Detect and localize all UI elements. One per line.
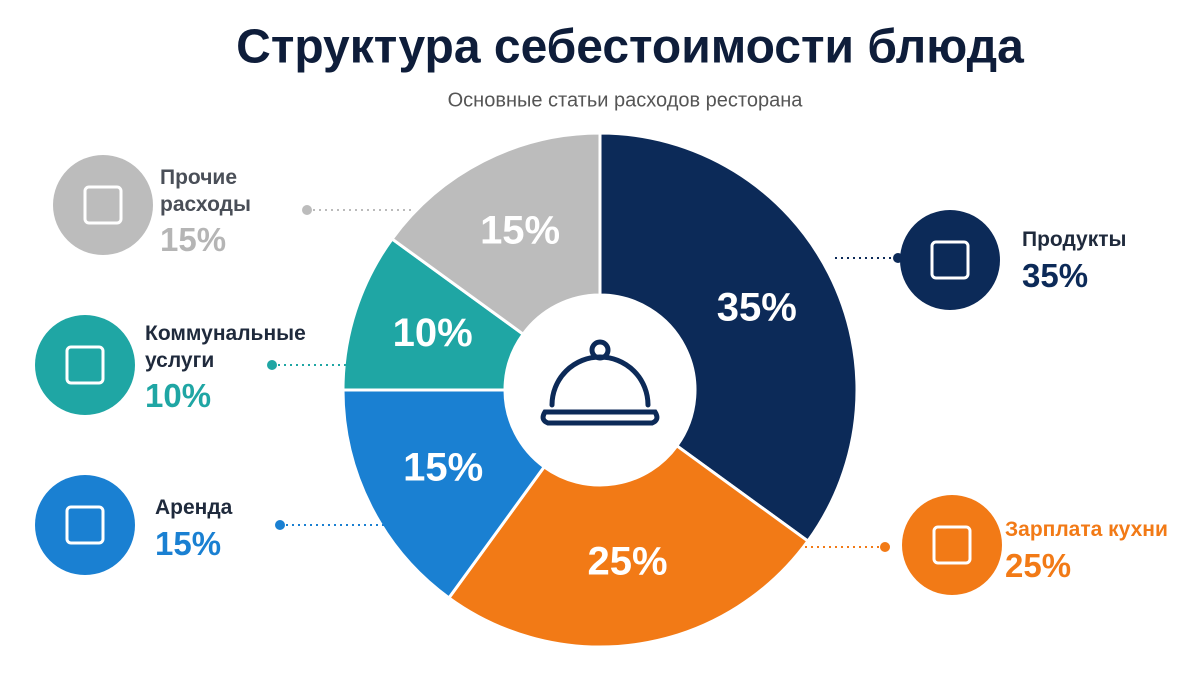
connector-dot <box>302 205 312 215</box>
slice-label: 25% <box>588 539 668 583</box>
category-name: Продукты <box>1022 228 1127 251</box>
icon-circle <box>35 475 135 575</box>
chart-title: Структура себестоимости блюда <box>236 21 1024 74</box>
category-value: 15% <box>160 221 227 258</box>
icon-glyph <box>65 345 105 385</box>
category-value: 10% <box>145 377 212 414</box>
slice-label: 10% <box>393 311 473 355</box>
slice <box>389 131 602 337</box>
icon-glyph <box>932 525 972 565</box>
connector-dot <box>880 542 890 552</box>
icon-glyph <box>65 505 105 545</box>
slice <box>341 236 526 392</box>
icon-circle <box>35 315 135 415</box>
icon-circle <box>900 210 1000 310</box>
category-name: Прочие расходы <box>160 166 251 216</box>
connector-dot <box>267 360 277 370</box>
icon-circle <box>902 495 1002 595</box>
slice <box>446 443 811 649</box>
connector-dot <box>893 253 903 263</box>
category-value: 15% <box>155 525 222 562</box>
center-icon <box>540 339 660 426</box>
slice-label: 35% <box>717 286 797 330</box>
connector-dot <box>275 520 285 530</box>
category-name: Аренда <box>155 496 233 519</box>
slice-label: 15% <box>403 445 483 489</box>
category-value: 25% <box>1005 547 1072 584</box>
icon-glyph <box>83 185 123 225</box>
category-name: Коммунальные услуги <box>145 322 306 372</box>
chart-subtitle: Основные статьи расходов ресторана <box>448 89 804 111</box>
slice <box>341 388 547 601</box>
icon-glyph <box>930 240 970 280</box>
category-name: Зарплата кухни <box>1005 518 1168 541</box>
slice <box>598 131 859 544</box>
icon-circle <box>53 155 153 255</box>
slice-label: 15% <box>480 209 560 253</box>
category-value: 35% <box>1022 257 1089 294</box>
donut: 35% 25% 15% 10% 15% <box>341 131 859 649</box>
